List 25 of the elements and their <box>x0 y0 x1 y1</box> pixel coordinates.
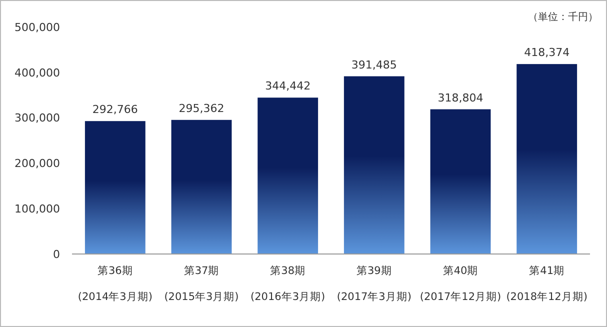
category-label: 第38期 (2016年3月期) <box>250 265 326 303</box>
y-tick-label: 100,000 <box>14 202 60 216</box>
bar <box>258 98 318 254</box>
data-label: 391,485 <box>351 58 397 72</box>
category-label: 第36期 (2014年3月期) <box>78 265 152 303</box>
bar <box>171 120 232 254</box>
data-label: 318,804 <box>438 91 484 104</box>
y-tick-label: 200,000 <box>14 157 60 170</box>
data-label: 292,766 <box>92 103 138 116</box>
category-label: 第41期 (2018年12月期) <box>506 265 588 303</box>
y-tick-label: 300,000 <box>14 112 60 125</box>
bar <box>344 76 404 254</box>
bar <box>516 64 578 254</box>
category-label: 第40期 (2017年12月期) <box>420 265 502 303</box>
data-label: 418,374 <box>524 46 570 60</box>
y-tick-label: 500,000 <box>14 20 60 34</box>
y-tick-label: 0 <box>53 248 60 261</box>
category-label: 第39期 (2017年3月期) <box>336 265 412 303</box>
text: （単位：千円） <box>528 11 598 23</box>
y-tick-label: 400,000 <box>14 66 60 80</box>
category-label: 第37期 (2015年3月期) <box>164 265 239 303</box>
bar <box>84 121 146 254</box>
data-label: 295,362 <box>178 102 224 115</box>
bar <box>430 109 491 254</box>
data-label: 344,442 <box>265 80 311 93</box>
